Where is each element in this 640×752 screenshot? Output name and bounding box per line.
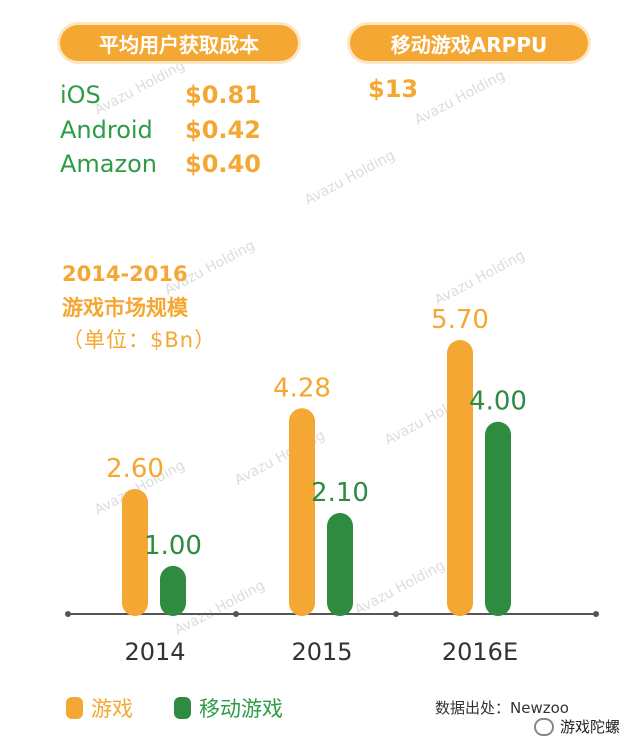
wechat-icon [534,717,554,736]
bar-mobile-games-2016E [485,421,511,616]
data-label: 4.00 [469,387,527,417]
legend-label: 游戏 [91,697,133,721]
arppu-value: $13 [368,75,419,103]
bar-games-2014 [122,489,148,616]
chart-title: 游戏市场规模 [62,296,188,320]
cac-platform-label: Amazon [60,150,157,178]
account-name: 游戏陀螺 [560,718,621,736]
axis-tick-dot [233,611,239,617]
legend-item-games: 游戏 [66,693,133,723]
cac-value: $0.42 [185,116,261,144]
data-label: 2.60 [106,454,164,484]
bar-games-2016E [447,340,473,616]
legend-item-mobile-games: 移动游戏 [174,693,283,723]
bar-games-2015 [289,408,315,616]
data-label: 5.70 [431,305,489,335]
cac-platform-label: Android [60,116,153,144]
cac-row-android: Android $0.42 [60,112,261,148]
x-tick-label: 2016E [442,638,518,666]
cac-header-pill: 平均用户获取成本 [60,25,298,61]
bar-mobile-games-2014 [160,565,186,616]
source-note: 数据出处：Newzoo [435,699,569,717]
axis-tick-dot [393,611,399,617]
axis-tick-dot [593,611,599,617]
legend-swatch-games [66,697,83,719]
chart-title-years: 2014-2016 [62,262,188,286]
data-label: 4.28 [273,373,331,403]
legend-label: 移动游戏 [199,697,283,721]
arppu-header-pill: 移动游戏ARPPU [350,25,588,61]
x-tick-label: 2014 [124,638,185,666]
data-label: 2.10 [311,478,369,508]
bar-mobile-games-2015 [327,513,353,616]
cac-value: $0.40 [185,150,261,178]
cac-platform-label: iOS [60,81,101,109]
chart-unit-label: （单位：$Bn） [62,328,217,352]
cac-row-ios: iOS $0.81 [60,77,261,113]
legend-swatch-mobile-games [174,697,191,719]
account-watermark: 游戏陀螺 [534,716,620,737]
data-label: 1.00 [144,531,202,561]
cac-row-amazon: Amazon $0.40 [60,146,261,182]
bar-chart: 2.60 4.28 5.70 1.00 2.10 4.00 2014 2015 2016E [65,305,599,666]
axis-tick-dot [65,611,71,617]
x-tick-label: 2015 [291,638,352,666]
cac-value: $0.81 [185,81,261,109]
